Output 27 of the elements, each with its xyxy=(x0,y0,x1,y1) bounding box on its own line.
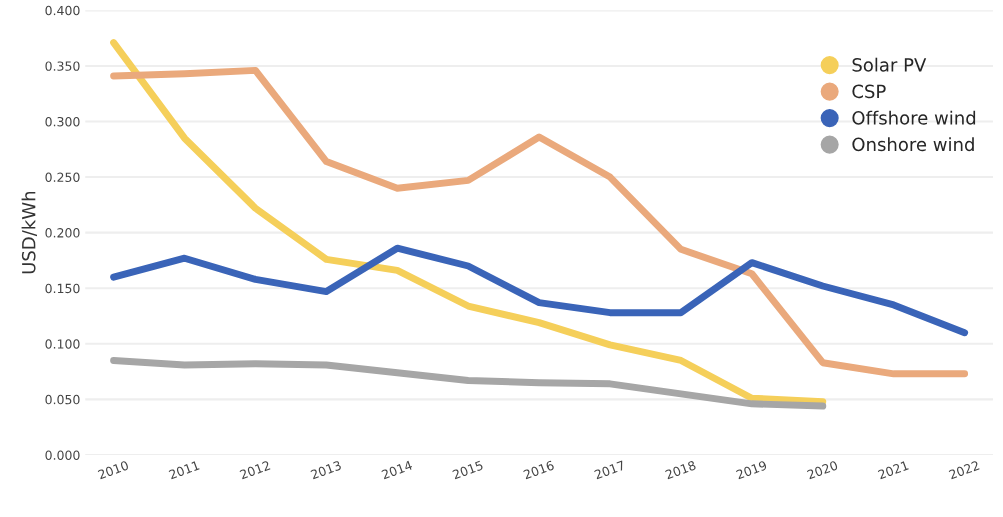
y-tick-label: 0.150 xyxy=(45,283,80,294)
y-tick-label: 0.300 xyxy=(45,116,80,127)
legend-label: Offshore wind xyxy=(852,110,976,125)
x-tick-label: 2021 xyxy=(877,460,909,480)
x-tick-label: 2022 xyxy=(948,460,980,480)
y-tick-label: 0.050 xyxy=(45,394,80,405)
y-tick-label: 0.000 xyxy=(45,450,80,460)
legend-label: CSP xyxy=(852,84,886,99)
x-tick-label: 2019 xyxy=(735,460,768,480)
legend-label: Onshore wind xyxy=(852,137,974,152)
x-tick-label: 2017 xyxy=(593,460,626,480)
y-tick-label: 0.200 xyxy=(45,228,80,238)
x-tick-label: 2010 xyxy=(97,460,130,480)
x-tick-label: 2015 xyxy=(452,460,484,480)
x-tick-label: 2016 xyxy=(523,460,555,480)
y-tick-label: 0.250 xyxy=(45,172,80,182)
x-tick-label: 2012 xyxy=(239,460,271,480)
x-tick-label: 2014 xyxy=(381,460,413,480)
y-tick-label: 0.100 xyxy=(45,339,80,349)
y-tick-label: 0.400 xyxy=(45,5,80,16)
x-tick-label: 2020 xyxy=(806,460,839,480)
x-tick-label: 2011 xyxy=(168,460,200,480)
x-tick-label: 2013 xyxy=(310,460,342,480)
legend-label: Solar PV xyxy=(852,57,927,72)
y-axis-title: USD/kWh xyxy=(21,191,37,274)
x-tick-label: 2018 xyxy=(664,460,697,480)
y-tick-label: 0.350 xyxy=(45,61,80,71)
